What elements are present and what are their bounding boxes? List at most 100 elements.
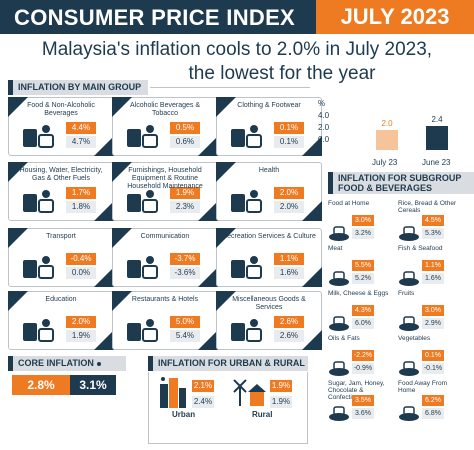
card-corner <box>198 201 218 221</box>
subgroup-item: Milk, Cheese & Eggs 4.3% 6.0% <box>328 290 394 335</box>
subgroup-label: Fish & Seafood <box>398 245 443 252</box>
milk-icon <box>329 316 349 331</box>
main-group-label: Education <box>45 296 77 303</box>
subgroup-value-july: 4.3% <box>352 305 374 316</box>
subgroup-item: Food Away From Home 6.2% 6.8% <box>398 380 464 425</box>
subgroup-value-june: 3.2% <box>352 228 374 239</box>
card-corner <box>302 267 322 287</box>
main-group-value-june: 2.6% <box>274 330 304 342</box>
subgroup-value-june: 5.3% <box>422 228 444 239</box>
legend-tick: 0.0 <box>318 135 330 144</box>
main-group-value-july: 1.1% <box>274 253 304 265</box>
legend-unit: % <box>318 99 326 108</box>
subgroup-value-june: -0.9% <box>352 363 374 374</box>
subgroup-value-july: 4.5% <box>422 215 444 226</box>
subgroup-label: Fruits <box>398 290 415 297</box>
legend-tick: 2.0 <box>318 123 330 132</box>
sweets-icon <box>329 406 349 421</box>
card-corner <box>302 330 322 350</box>
rice-icon <box>399 226 419 241</box>
city-buildings-icon <box>160 378 186 408</box>
takeaway-icon <box>399 406 419 421</box>
main-group-value-june: 1.9% <box>66 330 96 342</box>
headline-line2: the lowest for the year <box>188 63 376 84</box>
vegetable-icon <box>399 361 419 376</box>
legend-tick: 4.0 <box>318 111 330 120</box>
subgroup-item: Meat 5.5% 5.2% <box>328 245 394 290</box>
section-urban-rural-label: INFLATION FOR URBAN & RURAL <box>158 358 305 368</box>
urban-label: Urban <box>172 410 196 419</box>
main-group-card: Recreation Services & Culture 1.1% 1.6% <box>216 228 322 287</box>
subgroup-item: Food at Home 3.0% 3.2% <box>328 200 394 245</box>
urban-value-june: 2.4% <box>192 396 214 408</box>
subgroup-label: Sugar, Jam, Honey, Chocolate & Confectio… <box>328 380 385 401</box>
clothing-icon <box>231 125 262 148</box>
card-corner <box>302 201 322 221</box>
rural-value-june: 1.9% <box>270 396 292 408</box>
headline-line1: Malaysia's inflation cools to 2.0% in Ju… <box>41 39 433 60</box>
subgroup-value-july: 3.0% <box>352 215 374 226</box>
subgroup-item: Sugar, Jam, Honey, Chocolate & Confectio… <box>328 380 394 425</box>
subgroup-value-july: 3.5% <box>352 395 374 406</box>
food-icon <box>23 125 54 148</box>
subgroup-label: Food at Home <box>328 200 370 207</box>
subgroup-item: Rice, Bread & Other Cereals 4.5% 5.3% <box>398 200 464 245</box>
main-group-label: Furnishings, Household Equipment & Routi… <box>127 167 203 190</box>
subgroup-value-june: 5.2% <box>352 273 374 284</box>
main-group-label: Restaurants & Hotels <box>131 296 199 303</box>
subgroup-value-july: 5.5% <box>352 260 374 271</box>
legend: % 4.0 2.0 0.0 2.0 2.4 July 23 June 23 <box>318 98 468 170</box>
rural-value-july: 1.9% <box>270 380 292 392</box>
bullet-icon <box>96 361 101 366</box>
main-group-label: Alcoholic Beverages & Tobacco <box>129 102 201 117</box>
main-group-value-june: 0.1% <box>274 136 304 148</box>
subgroup-value-june: -0.1% <box>422 363 444 374</box>
meat-icon <box>329 271 349 286</box>
core-value-june: 3.1% <box>70 375 116 395</box>
fish-icon <box>399 271 419 286</box>
legend-label-june: June 23 <box>422 158 451 167</box>
main-group-label: Recreation Services & Culture <box>222 233 316 240</box>
main-group-value-june: 4.7% <box>66 136 96 148</box>
main-group-label: Clothing & Footwear <box>237 102 301 109</box>
oil-icon <box>329 361 349 376</box>
subgroup-value-july: 3.0% <box>422 305 444 316</box>
main-group-value-july: 1.7% <box>66 187 96 199</box>
card-corner <box>94 201 114 221</box>
main-group-card: Transport -0.4% 0.0% <box>8 228 114 287</box>
bullet-icon <box>161 376 165 381</box>
subgroup-value-july: 0.1% <box>422 350 444 361</box>
headline: Malaysia's inflation cools to 2.0% in Ju… <box>0 38 474 86</box>
main-group-label: Health <box>258 167 280 174</box>
main-group-value-june: 0.6% <box>170 136 200 148</box>
main-group-card: Clothing & Footwear 0.1% 0.1% <box>216 97 322 156</box>
section-main-group-label: INFLATION BY MAIN GROUP <box>18 82 142 92</box>
card-corner <box>198 136 218 156</box>
subgroup-item: Fruits 3.0% 2.9% <box>398 290 464 335</box>
main-group-label: Miscellaneous Goods & Services <box>232 296 306 311</box>
network-icon <box>127 256 158 279</box>
section-core: CORE INFLATION <box>8 356 126 371</box>
main-group-label: Communication <box>140 233 190 240</box>
subgroup-value-june: 6.8% <box>422 408 444 419</box>
subgroup-label: Rice, Bread & Other Cereals <box>398 200 457 214</box>
main-group-value-july: 2.0% <box>274 187 304 199</box>
legend-axis: % 4.0 2.0 0.0 <box>318 98 329 146</box>
sofa-icon <box>127 190 158 213</box>
subgroup-label: Oils & Fats <box>328 335 360 342</box>
card-corner <box>94 267 114 287</box>
legend-bar-july <box>376 130 398 150</box>
main-group-value-june: 2.3% <box>170 201 200 213</box>
urban-value-july: 2.1% <box>192 380 214 392</box>
legend-value-june: 2.4 <box>431 115 443 124</box>
dish-icon <box>329 226 349 241</box>
main-group-value-june: 0.0% <box>66 267 96 279</box>
main-group-label: Transport <box>46 233 76 240</box>
section-subgroup-line1: INFLATION FOR SUBGROUP <box>338 173 462 183</box>
main-group-card: Miscellaneous Goods & Services 2.6% 2.6% <box>216 291 322 350</box>
main-group-value-june: -3.6% <box>170 267 200 279</box>
section-core-label: CORE INFLATION <box>18 358 94 368</box>
subgroup-value-june: 6.0% <box>352 318 374 329</box>
main-group-value-july: -0.4% <box>66 253 96 265</box>
subgroup-value-july: -2.2% <box>352 350 374 361</box>
